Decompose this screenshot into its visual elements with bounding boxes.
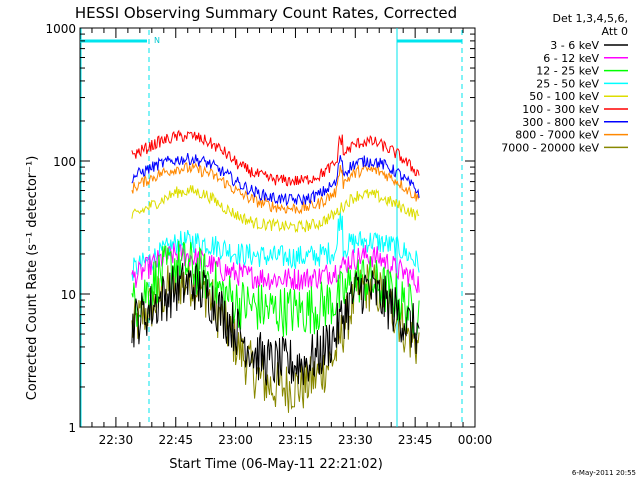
series-line-6-12kev xyxy=(131,243,420,294)
x-tick-label: 22:30 xyxy=(99,433,134,447)
series-layer xyxy=(131,129,420,413)
legend-label: 7000 - 20000 keV xyxy=(501,141,599,154)
legend-label: 50 - 100 keV xyxy=(529,90,599,103)
x-tick-label: 23:45 xyxy=(398,433,433,447)
chart-title: HESSI Observing Summary Count Rates, Cor… xyxy=(75,4,457,22)
series-line-3-6kev xyxy=(131,262,420,386)
legend-label: 300 - 800 keV xyxy=(522,116,599,129)
legend-label: 800 - 7000 keV xyxy=(515,129,599,142)
y-axis-label: Corrected Count Rate (s⁻¹ detector⁻¹) xyxy=(25,156,40,401)
axes-layer: 1 10 100 1000 22:30 22:45 23:00 23:15 23:30 23:45… xyxy=(45,22,492,447)
x-tick-label: 22:45 xyxy=(158,433,193,447)
y-tick-label: 1000 xyxy=(45,22,76,36)
y-tick-label: 1 xyxy=(68,421,76,435)
series-line-800-7000kev xyxy=(131,162,420,215)
legend-label: 12 - 25 keV xyxy=(536,65,599,78)
x-tick-label: 00:00 xyxy=(458,433,493,447)
legend-header-line2: Att 0 xyxy=(602,25,628,38)
series-line-300-800kev xyxy=(131,153,420,207)
y-tick-label: 10 xyxy=(61,288,76,302)
series-line-100-300kev xyxy=(131,129,420,187)
legend-label: 6 - 12 keV xyxy=(543,52,599,65)
plot-area-frame xyxy=(79,27,476,428)
x-tick-label: 23:00 xyxy=(218,433,253,447)
night-indicator: N xyxy=(80,28,463,427)
night-marker: N xyxy=(154,36,160,45)
series-line-25-50kev xyxy=(131,210,420,281)
x-axis-label: Start Time (06-May-11 22:21:02) xyxy=(169,457,383,472)
legend-label: 100 - 300 keV xyxy=(522,103,599,116)
y-tick-label: 100 xyxy=(53,155,76,169)
legend-header-line1: Det 1,3,4,5,6, xyxy=(552,12,628,25)
series-line-50-100kev xyxy=(131,185,420,234)
footer-date: 6-May-2011 20:55 xyxy=(572,469,636,477)
legend-label: 3 - 6 keV xyxy=(550,39,599,52)
x-tick-label: 23:15 xyxy=(278,433,313,447)
x-tick-label: 23:30 xyxy=(338,433,373,447)
legend-label: 25 - 50 keV xyxy=(536,77,599,90)
